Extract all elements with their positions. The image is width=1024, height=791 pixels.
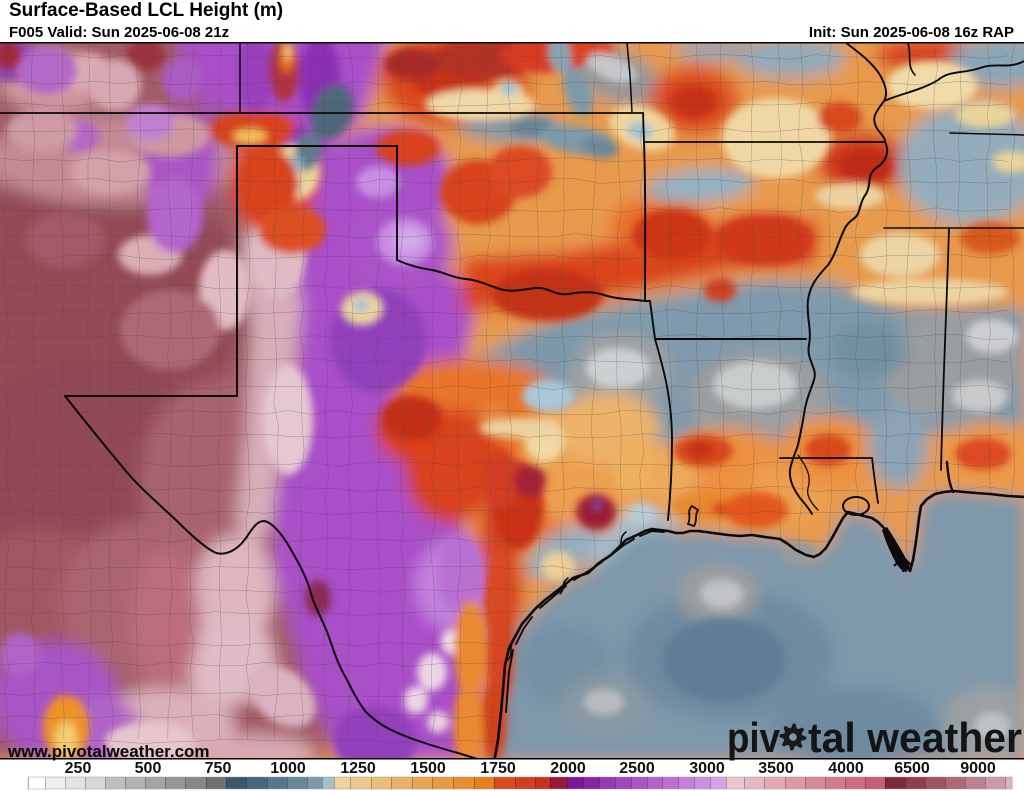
svg-text:1750: 1750 [480,760,516,777]
svg-text:9000: 9000 [960,760,996,777]
svg-text:piv: piv [727,714,781,761]
svg-text:250: 250 [65,760,92,777]
svg-text:1250: 1250 [340,760,376,777]
svg-text:500: 500 [135,760,162,777]
svg-text:3500: 3500 [758,760,794,777]
svg-text:1500: 1500 [410,760,446,777]
svg-text:2500: 2500 [619,760,655,777]
svg-text:2000: 2000 [550,760,586,777]
svg-text:3000: 3000 [689,760,725,777]
svg-text:6500: 6500 [894,760,930,777]
svg-text:4000: 4000 [828,760,864,777]
svg-text:750: 750 [205,760,232,777]
svg-text:tal weather: tal weather [808,714,1022,761]
svg-text:1000: 1000 [270,760,306,777]
